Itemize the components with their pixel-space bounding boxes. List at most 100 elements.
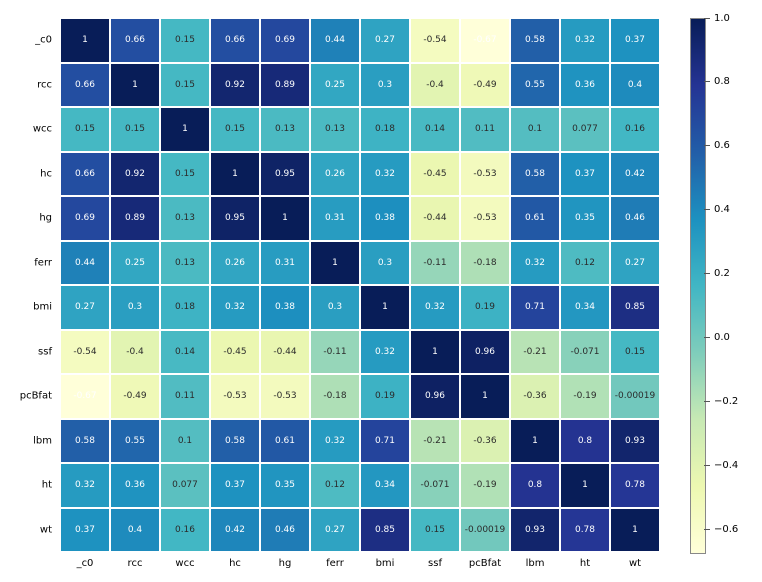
cell-value: 0.11 [475, 124, 495, 134]
heatmap-cell: 0.15 [610, 330, 660, 375]
cell-value: 1 [582, 480, 588, 490]
cell-value: 0.58 [75, 436, 95, 446]
x-tick-label: ssf [428, 558, 442, 569]
cell-value: 0.69 [75, 213, 95, 223]
cell-value: 0.27 [325, 525, 345, 535]
heatmap-cell: 0.66 [60, 63, 110, 108]
cell-value: 0.3 [128, 302, 142, 312]
heatmap-cell: 0.37 [60, 508, 110, 553]
heatmap-cell: 0.14 [410, 107, 460, 152]
cell-value: 1 [482, 391, 488, 401]
heatmap-cell: -0.4 [110, 330, 160, 375]
cell-value: 0.66 [75, 169, 95, 179]
heatmap-cell: 0.42 [210, 508, 260, 553]
cell-value: 0.32 [325, 436, 345, 446]
heatmap-row: 0.660.920.1510.950.260.32-0.45-0.530.580… [60, 152, 660, 197]
cell-value: 0.8 [578, 436, 592, 446]
heatmap-cell: 0.85 [360, 508, 410, 553]
cell-value: -0.19 [573, 391, 596, 401]
colorbar-tick-label: 0.4 [714, 204, 730, 215]
heatmap-cell: 0.15 [160, 18, 210, 63]
cell-value: 0.15 [175, 80, 195, 90]
heatmap-cell: -0.18 [310, 374, 360, 419]
cell-value: 0.14 [425, 124, 445, 134]
cell-value: 0.96 [425, 391, 445, 401]
cell-value: 0.46 [275, 525, 295, 535]
cell-value: 0.15 [75, 124, 95, 134]
cell-value: 0.13 [175, 258, 195, 268]
cell-value: 0.58 [525, 35, 545, 45]
x-tick-label: pcBfat [469, 558, 501, 569]
cell-value: -0.53 [273, 391, 296, 401]
heatmap-cell: 0.61 [510, 196, 560, 241]
heatmap-cell: 0.95 [260, 152, 310, 197]
x-tick-label: _c0 [77, 558, 94, 569]
heatmap-cell: 1 [160, 107, 210, 152]
heatmap-cell: 0.13 [310, 107, 360, 152]
cell-value: 0.32 [225, 302, 245, 312]
heatmap-cell: -0.44 [410, 196, 460, 241]
heatmap-cell: -0.67 [460, 18, 510, 63]
heatmap-cell: 0.38 [360, 196, 410, 241]
heatmap-cell: 0.077 [160, 463, 210, 508]
heatmap-cell: 0.15 [160, 152, 210, 197]
cell-value: 0.27 [75, 302, 95, 312]
heatmap-cell: 0.27 [60, 285, 110, 330]
colorbar-tick-label: 0.2 [714, 268, 730, 279]
cell-value: 0.27 [625, 258, 645, 268]
heatmap-cell: 0.13 [160, 241, 210, 286]
cell-value: 0.71 [525, 302, 545, 312]
heatmap-cell: 1 [360, 285, 410, 330]
heatmap-cell: 1 [460, 374, 510, 419]
heatmap-cell: 0.26 [210, 241, 260, 286]
colorbar-tick-label: −0.4 [714, 460, 738, 471]
cell-value: 0.46 [625, 213, 645, 223]
cell-value: -0.53 [473, 213, 496, 223]
cell-value: 0.32 [375, 169, 395, 179]
cell-value: 0.58 [525, 169, 545, 179]
heatmap-cell: 0.11 [460, 107, 510, 152]
cell-value: 0.92 [225, 80, 245, 90]
cell-value: 0.3 [378, 258, 392, 268]
cell-value: 0.19 [375, 391, 395, 401]
cell-value: 0.69 [275, 35, 295, 45]
heatmap-cell: 0.93 [610, 419, 660, 464]
y-tick-label: wt [0, 524, 52, 535]
cell-value: 0.4 [128, 525, 142, 535]
heatmap-cell: 1 [260, 196, 310, 241]
heatmap-cell: 0.66 [110, 18, 160, 63]
heatmap-cell: 0.27 [360, 18, 410, 63]
cell-value: 0.66 [125, 35, 145, 45]
heatmap-row: 0.580.550.10.580.610.320.71-0.21-0.3610.… [60, 419, 660, 464]
y-tick-label: ssf [0, 346, 52, 357]
cell-value: -0.18 [323, 391, 346, 401]
cell-value: 0.44 [325, 35, 345, 45]
heatmap-row: 0.370.40.160.420.460.270.850.15-0.000190… [60, 508, 660, 553]
cell-value: 0.15 [175, 169, 195, 179]
heatmap-cell: 0.36 [110, 463, 160, 508]
heatmap-cell: -0.36 [510, 374, 560, 419]
heatmap-cell: 0.12 [560, 241, 610, 286]
heatmap-cell: 0.15 [160, 63, 210, 108]
heatmap-cell: -0.67 [60, 374, 110, 419]
heatmap-cell: 0.16 [610, 107, 660, 152]
cell-value: -0.67 [473, 35, 496, 45]
cell-value: 0.32 [75, 480, 95, 490]
cell-value: 0.61 [275, 436, 295, 446]
heatmap-cell: 0.58 [210, 419, 260, 464]
heatmap-cell: 0.8 [510, 463, 560, 508]
heatmap-cell: 0.32 [510, 241, 560, 286]
cell-value: 0.92 [125, 169, 145, 179]
heatmap-cell: 0.18 [160, 285, 210, 330]
colorbar-gradient [690, 18, 706, 554]
y-tick-label: ht [0, 480, 52, 491]
colorbar-tick-label: 0.8 [714, 76, 730, 87]
heatmap-row: 0.270.30.180.320.380.310.320.190.710.340… [60, 285, 660, 330]
cell-value: 1 [132, 80, 138, 90]
cell-value: -0.54 [73, 347, 96, 357]
heatmap-cell: -0.11 [310, 330, 360, 375]
x-tick-label: wcc [175, 558, 194, 569]
heatmap-cell: 0.16 [160, 508, 210, 553]
cell-value: 0.89 [125, 213, 145, 223]
cell-value: 0.12 [575, 258, 595, 268]
